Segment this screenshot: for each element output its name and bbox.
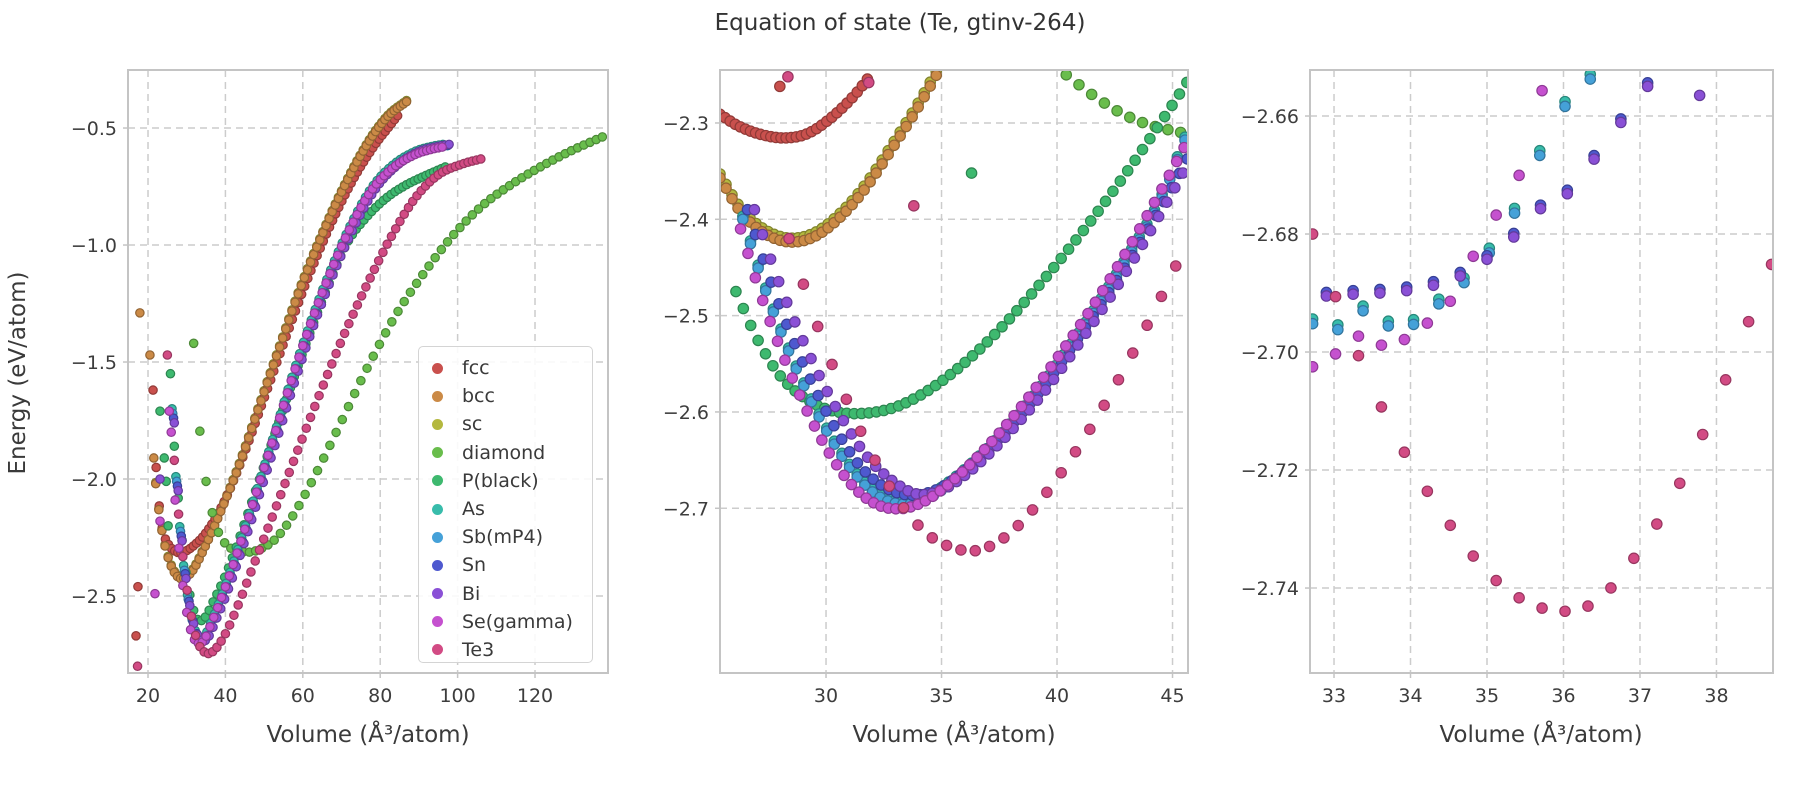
x-tick-label: 37 — [1628, 685, 1652, 707]
x-tick-label: 120 — [517, 685, 553, 707]
legend-label: Bi — [462, 582, 481, 605]
legend-item-sc: sc — [419, 410, 592, 438]
y-tick-label: −2.7 — [663, 498, 709, 520]
x-tick-label: 45 — [1160, 685, 1184, 707]
y-tick-label: −2.6 — [663, 402, 709, 424]
y-tick-label: −2.70 — [1241, 342, 1299, 364]
x-tick-label: 100 — [439, 685, 475, 707]
series-group-panel-2 — [1310, 70, 1773, 618]
legend-item-diamond: diamond — [419, 439, 592, 467]
legend-label: Se(gamma) — [462, 610, 573, 633]
legend-item-Sb(mP4): Sb(mP4) — [419, 523, 592, 551]
legend-label: sc — [462, 413, 483, 436]
legend-item-fcc: fcc — [419, 354, 592, 382]
legend-item-Sn: Sn — [419, 551, 592, 579]
x-tick-label: 36 — [1551, 685, 1575, 707]
x-tick-label: 60 — [291, 685, 315, 707]
legend-item-Te3: Te3 — [419, 636, 592, 664]
legend-label: Sn — [462, 554, 487, 577]
x-tick-label: 40 — [1045, 685, 1069, 707]
legend-marker-icon — [432, 390, 443, 402]
y-axis-label: Energy (eV/atom) — [5, 271, 31, 475]
legend-marker-icon — [432, 531, 443, 543]
legend-label: As — [462, 498, 485, 521]
y-tick-label: −2.66 — [1241, 106, 1299, 128]
x-tick-label: 34 — [1398, 685, 1422, 707]
grid-panel-1 — [720, 70, 1188, 673]
x-axis-label-finezoom: Volume (Å³/atom) — [1439, 722, 1643, 748]
legend-marker-icon — [432, 418, 443, 430]
x-tick-label: 35 — [1475, 685, 1499, 707]
y-tick-label: −2.3 — [663, 113, 709, 135]
y-tick-label: −2.68 — [1241, 224, 1299, 246]
legend-marker-icon — [432, 447, 443, 459]
x-tick-label: 38 — [1704, 685, 1728, 707]
x-tick-label: 33 — [1322, 685, 1346, 707]
legend-item-P(black): P(black) — [419, 467, 592, 495]
x-tick-label: 30 — [814, 685, 838, 707]
legend-marker-icon — [432, 616, 443, 628]
legend-marker-icon — [432, 475, 443, 487]
legend-item-bcc: bcc — [419, 382, 592, 410]
legend-marker-icon — [432, 588, 443, 600]
legend-label: bcc — [462, 385, 495, 408]
legend-label: fcc — [462, 357, 490, 380]
y-tick-label: −0.5 — [71, 118, 117, 140]
legend-marker-icon — [432, 362, 443, 374]
legend: fcc bcc sc diamond P(black) As Sb(mP4) Sn Bi Se(g… — [418, 346, 593, 663]
legend-item-As: As — [419, 495, 592, 523]
y-tick-label: −2.74 — [1241, 578, 1299, 600]
y-tick-label: −2.5 — [663, 306, 709, 328]
y-tick-label: −1.5 — [71, 352, 117, 374]
legend-label: Te3 — [462, 638, 495, 661]
y-tick-label: −2.5 — [71, 586, 117, 608]
x-axis-label-midzoom: Volume (Å³/atom) — [852, 722, 1056, 748]
figure-title: Equation of state (Te, gtinv-264) — [714, 10, 1086, 36]
legend-item-Se(gamma): Se(gamma) — [419, 608, 592, 636]
x-tick-label: 20 — [136, 685, 160, 707]
y-tick-label: −2.72 — [1241, 460, 1299, 482]
x-tick-label: 40 — [213, 685, 237, 707]
y-tick-label: −2.0 — [71, 469, 117, 491]
x-tick-label: 35 — [929, 685, 953, 707]
legend-label: Sb(mP4) — [462, 526, 544, 549]
legend-label: P(black) — [462, 469, 539, 492]
legend-marker-icon — [432, 559, 443, 571]
y-tick-label: −2.4 — [663, 209, 709, 231]
grid-panel-2 — [1310, 70, 1773, 673]
legend-label: diamond — [462, 441, 546, 464]
series-group-panel-0 — [131, 95, 608, 672]
legend-item-Bi: Bi — [419, 580, 592, 608]
series-group-panel-1 — [720, 70, 1188, 557]
legend-marker-icon — [432, 644, 443, 656]
y-tick-label: −1.0 — [71, 235, 117, 257]
legend-marker-icon — [432, 503, 443, 515]
x-axis-label-overview: Volume (Å³/atom) — [266, 722, 470, 748]
x-tick-label: 80 — [368, 685, 392, 707]
